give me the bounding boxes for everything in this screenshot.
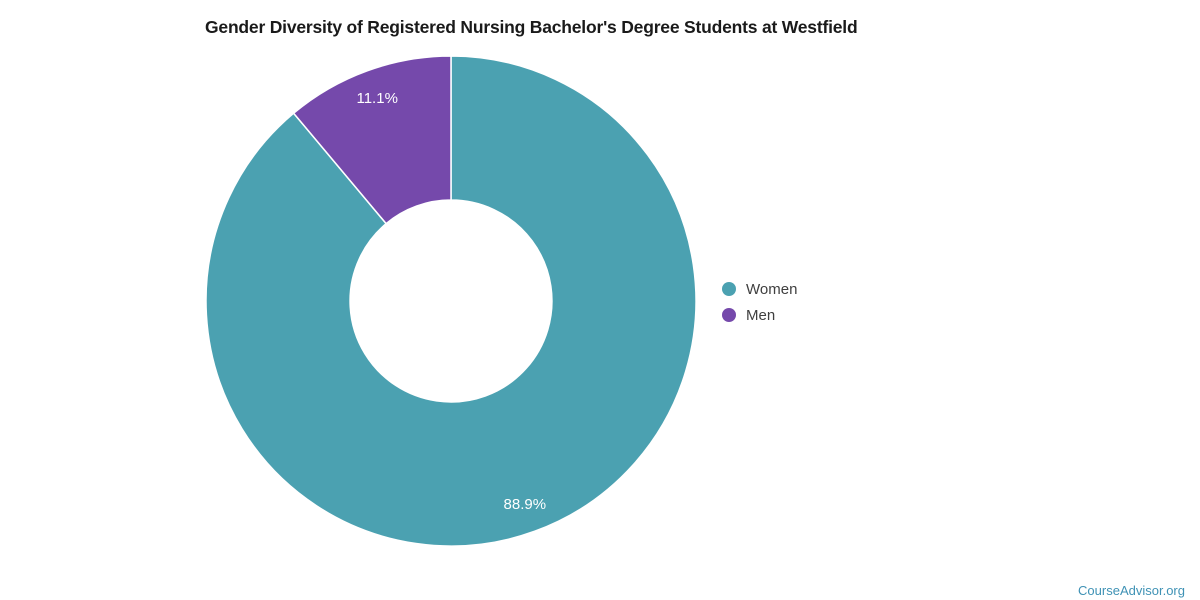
donut-slice-women[interactable]	[205, 55, 697, 547]
legend-swatch-women-icon	[722, 282, 736, 296]
legend-label-women: Women	[746, 280, 798, 298]
chart-title: Gender Diversity of Registered Nursing B…	[205, 17, 858, 37]
legend-item-men[interactable]: Men	[722, 306, 797, 324]
donut-chart: 88.9% 11.1%	[205, 55, 697, 547]
slice-value-label-men: 11.1%	[356, 90, 397, 107]
legend-label-men: Men	[746, 306, 776, 324]
source-attribution-link[interactable]: CourseAdvisor.org	[1078, 583, 1185, 598]
legend: Women Men	[722, 280, 797, 332]
donut-slice-men[interactable]	[292, 55, 452, 225]
slice-value-label-women: 88.9%	[504, 496, 547, 513]
legend-item-women[interactable]: Women	[722, 280, 797, 298]
legend-swatch-men-icon	[722, 308, 736, 322]
